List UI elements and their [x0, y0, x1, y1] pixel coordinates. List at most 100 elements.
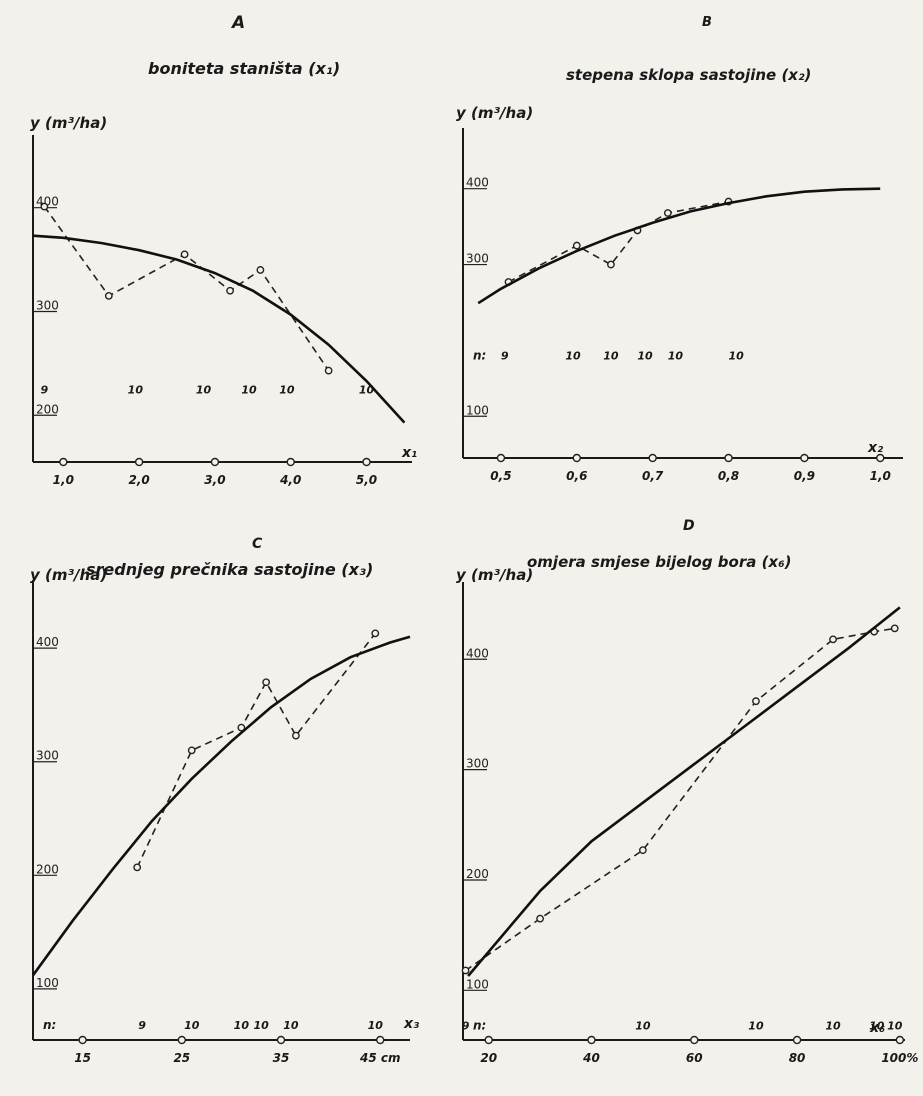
panel-letter-d: D — [683, 518, 695, 534]
y-tick-label-a: 300 — [36, 298, 59, 312]
data-point-a — [40, 202, 49, 211]
n-value-d: 10 — [825, 1020, 841, 1033]
x-tick-mark-c — [276, 1035, 286, 1045]
n-value-a: 10 — [359, 383, 375, 396]
y-tick-label-b: 400 — [466, 176, 489, 190]
n-value-b: 10 — [668, 350, 684, 363]
x-axis-label-c: x₃ — [403, 1016, 419, 1032]
n-value-c: 10 — [254, 1019, 270, 1032]
n-value-b: 10 — [728, 350, 744, 363]
x-tick-mark-d — [484, 1035, 493, 1045]
x-tick-label-c: 25 — [173, 1051, 190, 1065]
data-point-c — [371, 629, 380, 638]
x-tick-label-b: 0,9 — [794, 469, 815, 483]
chart-panel-b: stepena sklopa sastojine (x₂) y (m³/ha) x₂… — [456, 66, 903, 483]
data-point-a — [256, 266, 265, 274]
x-tick-label-a: 5,0 — [356, 473, 377, 487]
fitted-curve-a — [32, 234, 406, 424]
chart-panel-a: boniteta staništa (x₁) y (m³/ha) x₁ 1,0 2,0 3… — [30, 59, 417, 487]
data-point-a — [104, 292, 113, 300]
y-axis-label-a: y (m³/ha) — [30, 114, 107, 132]
x-tick-label-d: 60 — [686, 1051, 703, 1065]
y-tick-label-d: 400 — [466, 646, 489, 660]
x-tick-mark-d — [690, 1035, 699, 1045]
n-value-d: 9 — [462, 1020, 470, 1033]
n-value-a: 10 — [279, 383, 295, 396]
x-tick-mark-b — [800, 453, 809, 463]
n-value-a: 9 — [41, 383, 49, 396]
x-tick-label-b: 1,0 — [870, 469, 891, 483]
y-tick-label-c: 100 — [36, 976, 59, 990]
observed-line-c — [136, 632, 376, 868]
x-tick-mark-b — [724, 453, 733, 463]
chart-title-b: stepena sklopa sastojine (x₂) — [566, 66, 811, 84]
panel-letter-b: B — [702, 15, 712, 30]
observed-line-b — [508, 200, 729, 283]
data-point-a — [226, 286, 234, 295]
x-tick-mark-a — [59, 457, 68, 467]
data-point-b — [663, 209, 672, 217]
n-value-b: 10 — [603, 350, 619, 363]
x-tick-mark-a — [362, 457, 371, 467]
n-value-d: 10 — [748, 1020, 764, 1033]
x-tick-label-d: 100% — [881, 1051, 918, 1065]
n-value-c: 10 — [234, 1019, 250, 1032]
x-tick-mark-c — [177, 1035, 187, 1045]
data-point-c — [262, 678, 271, 687]
fitted-curve-b — [477, 187, 881, 305]
y-tick-label-c: 400 — [36, 635, 59, 649]
panel-letter-c: C — [252, 536, 263, 552]
x-tick-mark-b — [572, 453, 581, 463]
chart-title-c: srednjeg prečnika sastojine (x₃) — [86, 560, 373, 579]
data-point-d — [536, 914, 544, 923]
data-point-d — [461, 966, 470, 975]
x-tick-label-c: 15 — [74, 1051, 91, 1065]
y-tick-label-c: 200 — [36, 862, 59, 876]
chart-panel-c: srednjeg prečnika sastojine (x₃)y (m³/ha… — [30, 560, 419, 1065]
n-value-d: 10 — [887, 1020, 903, 1033]
n-value-a: 10 — [196, 383, 212, 396]
chart-panel-d: omjera smjese bijelog bora (x₆)y (m³/ha)… — [456, 553, 918, 1065]
data-point-a — [180, 250, 189, 259]
x-axis-label-a: x₁ — [401, 445, 417, 461]
x-tick-label-c: 35 — [273, 1051, 290, 1065]
chart-panels: boniteta staništa (x₁) y (m³/ha) x₁ 1,0 2,0 3… — [30, 59, 918, 1065]
x-tick-mark-a — [210, 457, 220, 467]
data-point-b — [572, 241, 581, 250]
x-tick-label-d: 80 — [789, 1051, 806, 1065]
x-tick-label-a: 1,0 — [53, 473, 74, 487]
chart-title-a: boniteta staništa (x₁) — [148, 59, 340, 78]
observed-line-a — [43, 206, 330, 372]
x-tick-label-d: 40 — [582, 1051, 600, 1065]
data-point-c — [187, 746, 196, 755]
n-value-b: 10 — [637, 350, 653, 363]
data-point-b — [607, 260, 615, 269]
n-value-b: 10 — [565, 350, 581, 363]
fitted-curve-d — [467, 606, 901, 977]
x-tick-mark-d — [792, 1035, 802, 1045]
n-value-c: 10 — [368, 1019, 384, 1032]
y-axis-label-c: y (m³/ha) — [30, 566, 107, 584]
data-point-d — [752, 697, 760, 706]
fitted-curve-c — [31, 635, 411, 977]
n-value-c: 9 — [138, 1019, 146, 1032]
x-tick-label-a: 2,0 — [128, 473, 149, 487]
y-tick-label-d: 200 — [466, 867, 489, 881]
x-axis-label-b: x₂ — [867, 440, 884, 456]
data-point-c — [237, 723, 246, 732]
y-axis-label-d: y (m³/ha) — [456, 566, 533, 584]
x-tick-mark-a — [286, 457, 295, 467]
x-tick-mark-a — [134, 457, 144, 467]
x-tick-mark-b — [496, 453, 506, 463]
x-tick-label-d: 20 — [480, 1051, 497, 1065]
n-label-d: n: — [473, 1019, 486, 1033]
data-point-d — [829, 635, 837, 644]
y-tick-label-c: 300 — [36, 749, 59, 763]
x-tick-label-b: 0,5 — [490, 469, 511, 483]
x-tick-mark-d — [587, 1035, 596, 1045]
data-point-c — [292, 731, 300, 740]
x-tick-mark-c — [78, 1035, 87, 1045]
x-tick-label-b: 0,8 — [718, 469, 739, 483]
n-value-a: 10 — [241, 383, 257, 396]
